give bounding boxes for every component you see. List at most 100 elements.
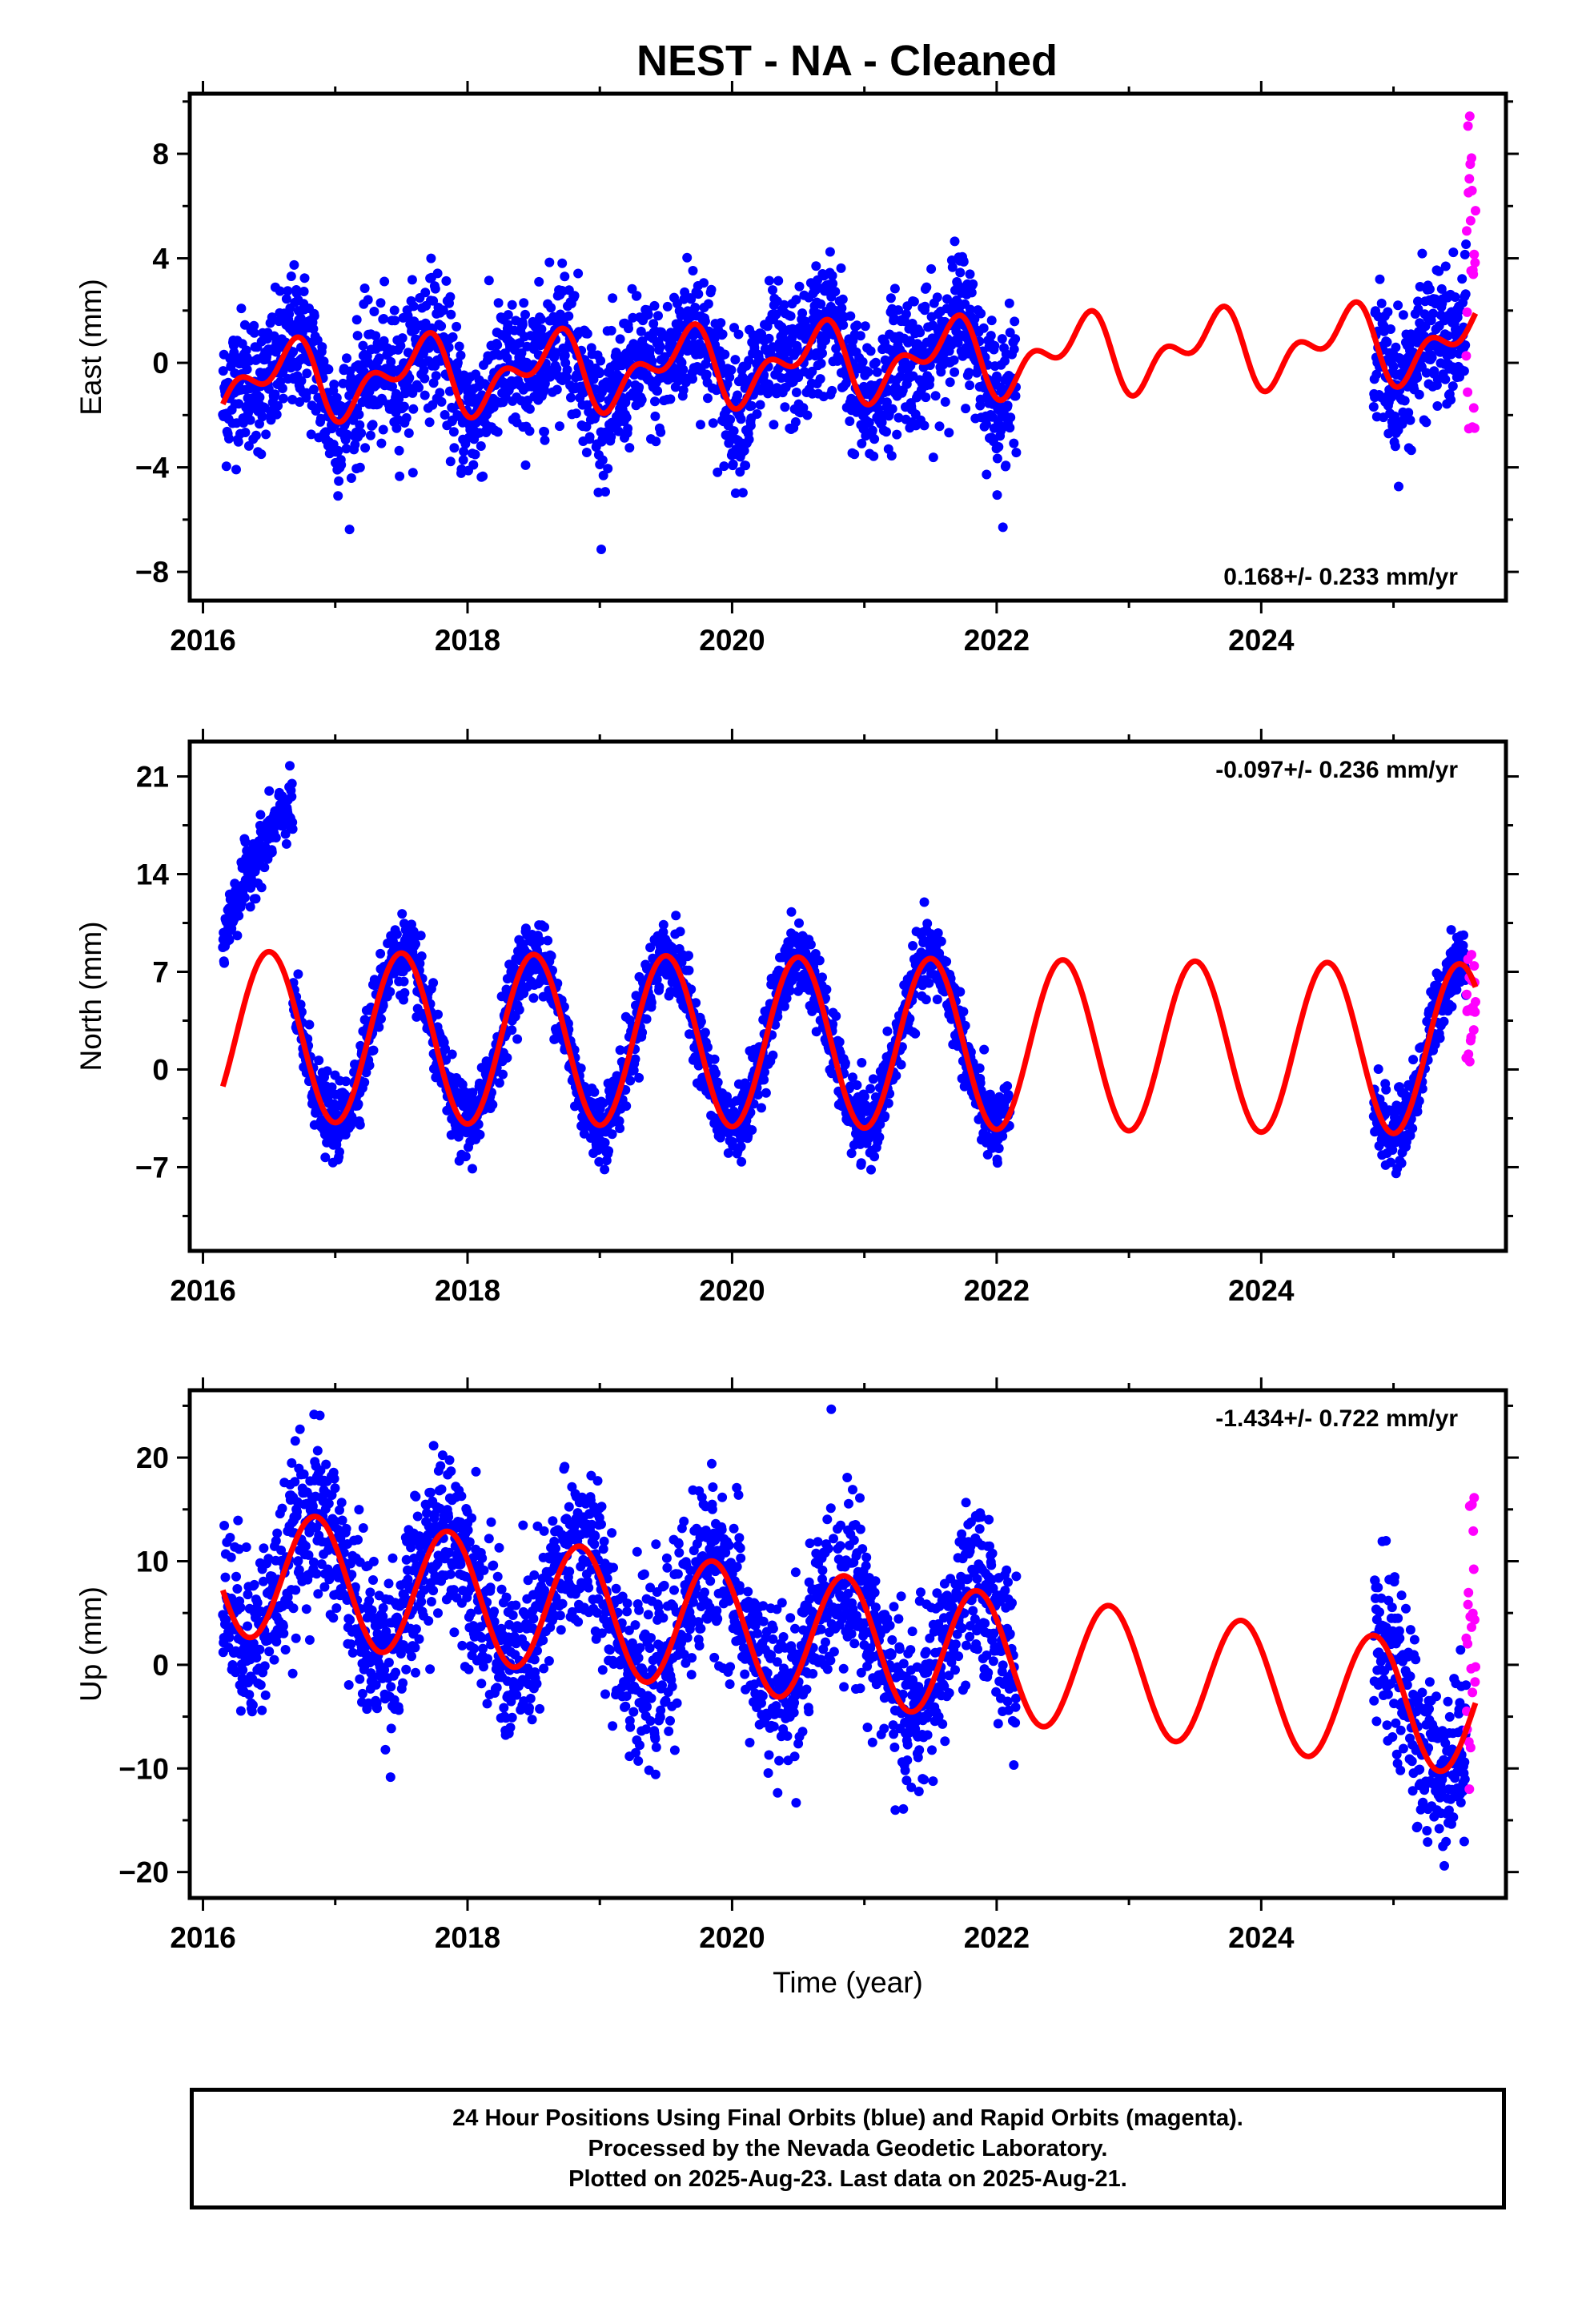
north-final-point [1414, 1096, 1424, 1106]
east-final-point [857, 356, 868, 367]
east-final-point [764, 275, 774, 286]
east-final-point [351, 315, 362, 325]
north-final-point [857, 1058, 867, 1068]
east-final-point [524, 426, 535, 436]
east-final-point [231, 464, 241, 475]
east-final-point [445, 456, 456, 467]
north-rapid-point [1468, 1025, 1479, 1035]
east-final-point [688, 374, 697, 384]
east-final-point [256, 449, 267, 460]
east-final-point [725, 414, 736, 424]
east-final-point [430, 283, 440, 294]
north-final-point [594, 1156, 604, 1167]
east-final-point [503, 310, 513, 320]
north-final-point [874, 1132, 885, 1142]
east-final-point [885, 293, 896, 304]
east-final-point [877, 417, 887, 428]
east-final-point [1386, 324, 1395, 334]
east-final-point [470, 449, 480, 460]
north-final-point [232, 931, 243, 941]
east-final-point [360, 443, 371, 453]
north-final-point [865, 1084, 876, 1094]
north-final-point [498, 1069, 508, 1080]
east-final-point [1368, 402, 1379, 412]
east-final-point [358, 340, 368, 351]
east-final-point [746, 400, 757, 411]
north-final-point [314, 1055, 324, 1066]
east-final-point [581, 448, 592, 457]
north-final-point [998, 1131, 1008, 1141]
east-final-point [628, 312, 638, 323]
east-rapid-point [1470, 258, 1480, 267]
east-final-point [255, 419, 264, 429]
east-final-point [459, 446, 469, 456]
north-final-point [1459, 930, 1468, 940]
north-final-point [259, 862, 270, 873]
east-final-point [396, 340, 406, 351]
east-final-point [540, 427, 549, 437]
east-final-point [436, 396, 447, 407]
north-final-point [703, 1042, 713, 1052]
east-final-point [676, 311, 686, 321]
east-rapid-point [1469, 249, 1480, 259]
east-final-point [234, 399, 244, 409]
north-final-point [768, 1050, 778, 1060]
east-final-point [551, 348, 561, 358]
east-final-point [915, 328, 926, 338]
east-final-point [992, 453, 1002, 464]
east-final-point [1399, 396, 1410, 406]
north-final-point [882, 1026, 893, 1036]
east-final-point [932, 292, 942, 303]
east-rapid-point [1471, 206, 1480, 216]
east-final-point [949, 355, 959, 365]
east-final-point [836, 263, 846, 273]
east-final-point [365, 430, 375, 440]
east-final-point [281, 294, 291, 304]
east-final-point [1457, 274, 1468, 284]
east-final-point [492, 340, 503, 350]
east-final-point [493, 298, 504, 308]
north-final-point [378, 1000, 388, 1011]
east-final-point [1436, 283, 1447, 294]
east-final-point [468, 460, 479, 470]
north-final-point [391, 929, 402, 939]
east-final-point [257, 412, 267, 422]
north-final-point [713, 1077, 723, 1088]
east-final-point [845, 416, 855, 426]
east-final-point [958, 256, 969, 267]
east-final-point [389, 305, 400, 316]
east-final-point [401, 412, 412, 423]
north-final-point [908, 941, 918, 951]
north-final-point [905, 1014, 915, 1024]
north-final-point [960, 1020, 970, 1031]
east-final-point [1461, 239, 1472, 249]
east-final-point [1010, 391, 1021, 401]
east-final-point [926, 263, 937, 274]
east-final-point [764, 333, 774, 344]
east-final-point [682, 252, 693, 263]
east-final-point [998, 522, 1008, 533]
north-final-point [399, 976, 409, 987]
east-final-point [399, 401, 409, 412]
east-final-point [573, 268, 584, 279]
east-final-point [414, 383, 424, 392]
east-rapid-point [1468, 269, 1479, 279]
east-final-point [448, 332, 458, 342]
east-final-point [713, 467, 723, 477]
north-final-point [330, 1126, 340, 1136]
east-final-point [387, 364, 398, 375]
east-final-point [703, 393, 713, 404]
east-final-point [1460, 249, 1470, 259]
east-final-point [797, 308, 808, 319]
north-final-point [722, 1092, 732, 1102]
east-final-point [1427, 352, 1437, 363]
east-final-point [613, 426, 624, 436]
east-final-point [644, 344, 655, 355]
east-final-point [881, 427, 891, 437]
east-final-point [791, 295, 801, 305]
east-rapid-point [1468, 403, 1479, 413]
north-final-point [1386, 1157, 1395, 1168]
east-final-point [552, 384, 562, 395]
east-final-point [334, 476, 344, 486]
north-final-point [958, 1007, 969, 1017]
